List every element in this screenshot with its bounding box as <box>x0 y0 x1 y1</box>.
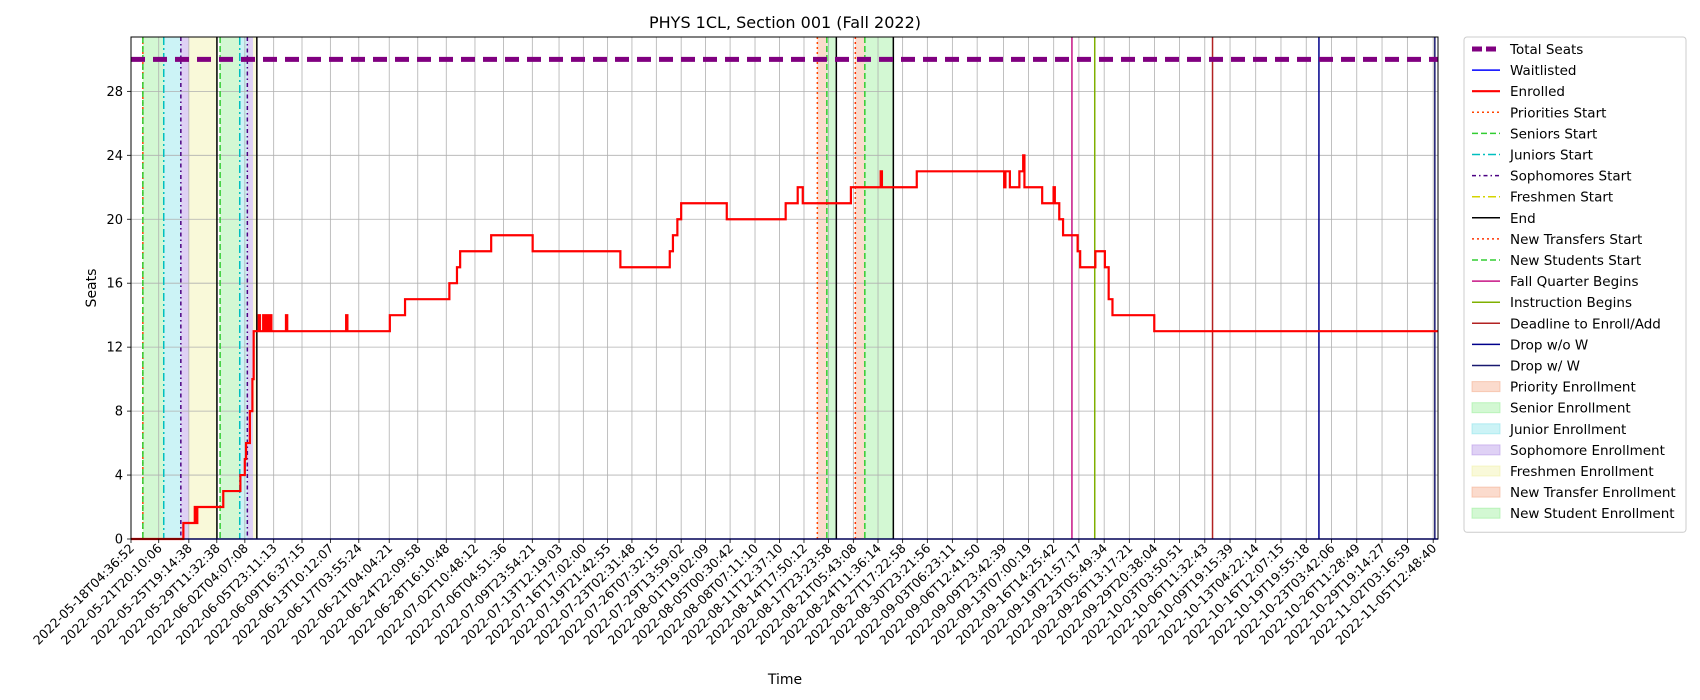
legend-label: Deadline to Enroll/Add <box>1510 316 1661 332</box>
y-tick-label: 28 <box>106 85 123 100</box>
legend-entry: End <box>1472 211 1536 227</box>
legend-entry: Priority Enrollment <box>1471 380 1636 396</box>
legend-label: Priority Enrollment <box>1510 380 1636 396</box>
legend-label: Waitlisted <box>1510 63 1577 79</box>
legend-label: Freshmen Enrollment <box>1510 464 1654 480</box>
legend-label: Sophomore Enrollment <box>1510 443 1665 459</box>
legend-entry: Senior Enrollment <box>1471 401 1631 417</box>
legend-label: Sophomores Start <box>1510 169 1632 185</box>
legend-entry: New Student Enrollment <box>1471 506 1675 522</box>
span-senior-enrollment <box>826 37 837 539</box>
legend-entry: Freshmen Start <box>1472 190 1613 206</box>
y-tick-label: 0 <box>115 533 123 548</box>
y-tick-label: 24 <box>106 149 123 164</box>
legend-entry: Seniors Start <box>1472 126 1597 142</box>
legend-label: Freshmen Start <box>1510 190 1613 206</box>
legend-label: Instruction Begins <box>1510 295 1632 311</box>
milestone-lines <box>142 37 1436 539</box>
y-tick-label: 4 <box>115 469 123 484</box>
legend-entry: Sophomore Enrollment <box>1471 443 1665 459</box>
span-freshmen-enrollment <box>188 37 217 539</box>
data-series <box>131 56 1438 541</box>
legend-entry: New Transfers Start <box>1472 232 1642 248</box>
grid <box>130 37 1438 540</box>
legend-label: New Transfer Enrollment <box>1510 485 1676 501</box>
legend-box <box>1463 36 1687 533</box>
span-senior-enrollment <box>142 37 164 539</box>
legend-label: Junior Enrollment <box>1509 422 1626 438</box>
legend: Total Seats Waitlisted Enrolled Priorities … <box>1463 36 1687 533</box>
legend-label: Drop w/o W <box>1510 337 1588 353</box>
legend-swatch <box>1471 465 1501 477</box>
legend-entry: New Transfer Enrollment <box>1471 485 1676 501</box>
plot-area <box>130 36 1439 540</box>
span-junior-enrollment <box>163 37 181 539</box>
y-axis-label: Seats <box>84 269 100 308</box>
legend-swatch <box>1471 486 1501 498</box>
legend-swatch <box>1471 423 1501 435</box>
span-senior-enrollment <box>220 37 240 539</box>
y-tick-label: 12 <box>106 341 123 356</box>
y-tick-label: 8 <box>115 405 123 420</box>
legend-entry: New Students Start <box>1472 253 1641 269</box>
y-tick-label: 20 <box>106 213 123 228</box>
legend-label: Juniors Start <box>1509 148 1593 164</box>
legend-label: End <box>1510 211 1536 227</box>
chart-title: PHYS 1CL, Section 001 (Fall 2022) <box>649 13 921 32</box>
legend-swatch <box>1471 402 1501 414</box>
legend-entry: Instruction Begins <box>1472 295 1632 311</box>
span-sophomore-enrollment <box>180 37 189 539</box>
x-axis-label: Time <box>767 672 802 688</box>
span-freshmen-enrollment <box>253 37 257 539</box>
legend-label: New Student Enrollment <box>1510 506 1675 522</box>
legend-label: Seniors Start <box>1510 126 1597 142</box>
legend-entry: Freshmen Enrollment <box>1471 464 1654 480</box>
legend-entry: Enrolled <box>1472 84 1565 100</box>
y-axis-ticks: 0 4 8 12 16 20 24 28 <box>106 85 131 548</box>
legend-swatch <box>1471 507 1501 519</box>
span-sophomore-enrollment <box>247 37 254 539</box>
legend-label: Total Seats <box>1509 42 1583 58</box>
series-enrolled <box>131 154 1438 541</box>
legend-label: Drop w/ W <box>1510 359 1580 375</box>
legend-label: New Transfers Start <box>1510 232 1642 248</box>
legend-label: Enrolled <box>1510 84 1565 100</box>
span-junior-enrollment <box>239 37 248 539</box>
legend-entry: Total Seats <box>1472 42 1583 58</box>
legend-entry: Priorities Start <box>1472 105 1606 121</box>
span-new-transfer-enrollment <box>855 37 865 539</box>
legend-entry: Drop w/ W <box>1472 359 1580 375</box>
legend-label: Priorities Start <box>1510 105 1606 121</box>
legend-entry: Junior Enrollment <box>1471 422 1626 438</box>
legend-entry: Juniors Start <box>1472 148 1593 164</box>
legend-label: Fall Quarter Begins <box>1510 274 1639 290</box>
legend-swatch <box>1471 381 1501 393</box>
legend-entry: Sophomores Start <box>1472 169 1632 185</box>
enrollment-periods <box>142 37 894 539</box>
x-axis-ticks: 2022-05-18T04:36:522022-05-21T20:10:0620… <box>30 539 1439 648</box>
span-priority-enrollment <box>817 37 827 539</box>
legend-entry: Waitlisted <box>1472 63 1577 79</box>
legend-label: New Students Start <box>1510 253 1641 269</box>
legend-entry: Fall Quarter Begins <box>1472 274 1639 290</box>
legend-swatch <box>1471 444 1501 456</box>
legend-entry: Deadline to Enroll/Add <box>1472 316 1661 332</box>
legend-label: Senior Enrollment <box>1510 401 1631 417</box>
y-tick-label: 16 <box>106 277 123 292</box>
legend-entry: Drop w/o W <box>1472 337 1588 353</box>
span-new-student-enrollment <box>864 37 894 539</box>
